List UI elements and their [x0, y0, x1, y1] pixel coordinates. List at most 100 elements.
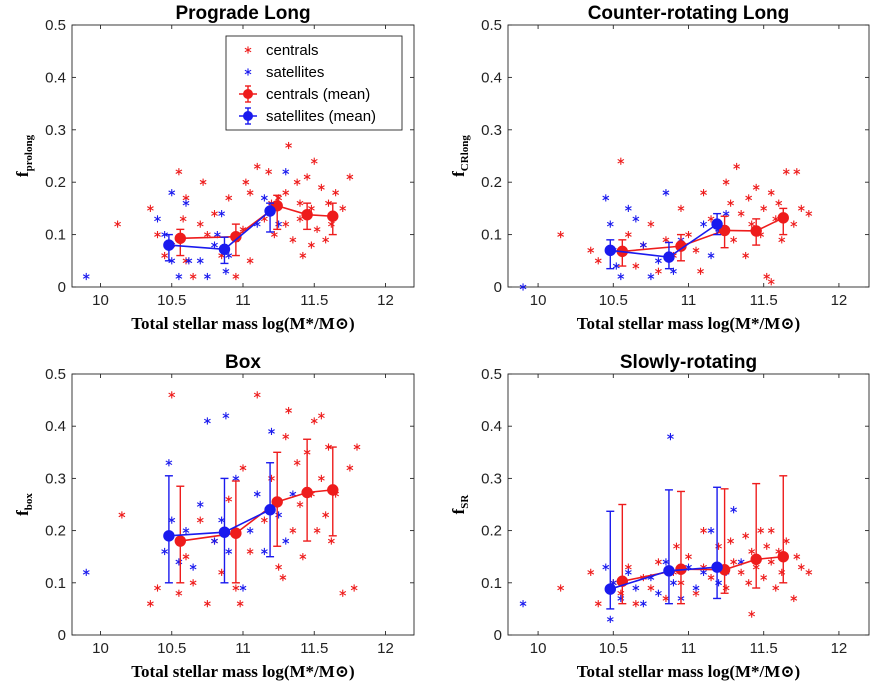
- x-tick-label: 10.5: [157, 640, 186, 657]
- x-tick-label: 10: [530, 292, 547, 309]
- central-point: [189, 272, 197, 281]
- central-point: [310, 157, 318, 165]
- central-point: [310, 417, 318, 425]
- central-point: [692, 246, 700, 254]
- y-tick-label: 0.2: [45, 174, 66, 191]
- satellite-point: [519, 283, 527, 291]
- satellite-point: [225, 547, 233, 556]
- satellite-point: [662, 189, 670, 197]
- legend-satellites-mean-marker: [239, 107, 257, 125]
- central-point: [647, 584, 655, 592]
- centrals-mean-point: [301, 208, 313, 221]
- y-tick-label: 0.4: [45, 69, 66, 86]
- central-point: [317, 412, 325, 420]
- y-tick-label: 0: [58, 627, 66, 644]
- central-point: [293, 459, 301, 467]
- y-tick-label: 0.2: [481, 174, 502, 191]
- satellite-point: [662, 558, 670, 566]
- central-point: [793, 168, 801, 176]
- y-tick-label: 0.1: [45, 575, 66, 592]
- satellite-point: [203, 417, 211, 425]
- chart-panel-3: Box 10 10.5 11 11.5 12 0 0.1 0.2 0.3 0.4 0.5 Total s…: [13, 352, 415, 681]
- centrals-mean-point: [174, 535, 187, 547]
- satellites-mean-point: [163, 239, 175, 251]
- satellite-point: [189, 563, 197, 571]
- central-point: [242, 178, 250, 186]
- legend-entry-label: satellites (mean): [266, 108, 376, 125]
- satellite-point: [617, 272, 625, 281]
- central-point: [797, 563, 805, 571]
- chart-title: Counter-rotating Long: [588, 3, 790, 24]
- satellites-mean-point: [163, 530, 175, 542]
- satellite-point: [260, 547, 268, 556]
- central-point: [265, 168, 273, 176]
- y-axis-label-main: f: [13, 171, 32, 177]
- central-point: [253, 391, 261, 399]
- y-axis-label: fprolong: [13, 134, 35, 177]
- satellite-point: [182, 199, 190, 207]
- x-tick-label: 12: [831, 640, 848, 657]
- central-point: [707, 573, 715, 582]
- chart-panel-1: Prograde Long 10 10.5 11 11.5 12 0 0.1 0.2 0.3 0.4…: [13, 3, 415, 333]
- central-point: [737, 210, 745, 218]
- satellite-point: [196, 257, 204, 265]
- central-point: [624, 231, 632, 239]
- chart-title: Box: [225, 352, 261, 373]
- satellites-mean-point: [604, 583, 616, 595]
- central-point: [700, 527, 707, 535]
- central-point: [232, 584, 240, 592]
- central-point: [175, 168, 183, 176]
- satellites-mean-point: [264, 504, 276, 516]
- central-point: [225, 495, 233, 503]
- central-point: [594, 600, 602, 608]
- central-point: [232, 272, 240, 281]
- x-tick-label: 10.5: [599, 292, 628, 309]
- central-point: [748, 547, 756, 556]
- satellite-point: [239, 584, 247, 592]
- x-tick-label: 12: [377, 640, 394, 657]
- y-axis-label-sub: prolong: [23, 134, 35, 171]
- central-point: [218, 568, 226, 576]
- central-point: [282, 220, 290, 228]
- satellites-mean-point: [711, 218, 723, 230]
- central-point: [317, 474, 325, 482]
- centrals-mean-point: [327, 210, 339, 222]
- satellite-point: [246, 527, 254, 535]
- central-point: [797, 204, 805, 212]
- satellite-point: [168, 189, 176, 197]
- central-point: [322, 236, 330, 244]
- x-tick-label: 10.5: [157, 292, 186, 309]
- legend-entry-label: satellites: [266, 64, 324, 81]
- x-tick-label: 12: [831, 292, 848, 309]
- central-point: [677, 204, 685, 212]
- legend-box: [225, 35, 403, 131]
- central-point: [225, 194, 233, 202]
- central-point: [805, 568, 813, 576]
- y-tick-label: 0.2: [481, 523, 502, 540]
- central-point: [662, 594, 670, 603]
- central-point: [339, 204, 347, 212]
- central-point: [282, 433, 290, 441]
- satellite-point: [730, 506, 738, 514]
- y-tick-label: 0.1: [481, 575, 502, 592]
- central-point: [168, 391, 176, 399]
- central-point: [182, 257, 190, 265]
- central-point: [617, 157, 625, 165]
- x-tick-label: 11: [681, 640, 697, 657]
- centrals-mean-point: [777, 212, 789, 224]
- central-point: [260, 516, 268, 524]
- satellite-point: [218, 210, 226, 218]
- central-point: [275, 563, 283, 571]
- central-point: [775, 199, 783, 207]
- x-tick-label: 11: [235, 640, 251, 657]
- satellite-point: [670, 267, 677, 275]
- chart-title: Slowly-rotating: [620, 352, 757, 373]
- centrals-mean-point: [174, 232, 187, 244]
- y-tick-label: 0.2: [45, 523, 66, 540]
- satellite-point: [222, 267, 230, 275]
- x-tick-label: 11: [681, 292, 697, 309]
- satellite-point: [211, 241, 218, 249]
- central-point: [346, 173, 354, 181]
- central-point: [655, 267, 662, 275]
- satellite-point: [211, 537, 218, 545]
